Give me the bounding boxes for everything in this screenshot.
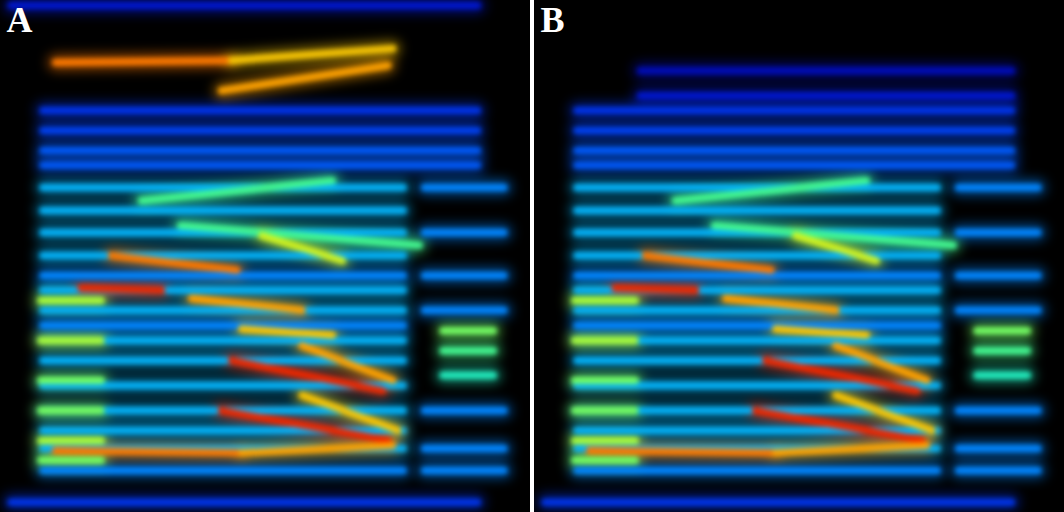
svg-text:B: B: [541, 0, 565, 40]
svg-text:A: A: [7, 0, 33, 40]
